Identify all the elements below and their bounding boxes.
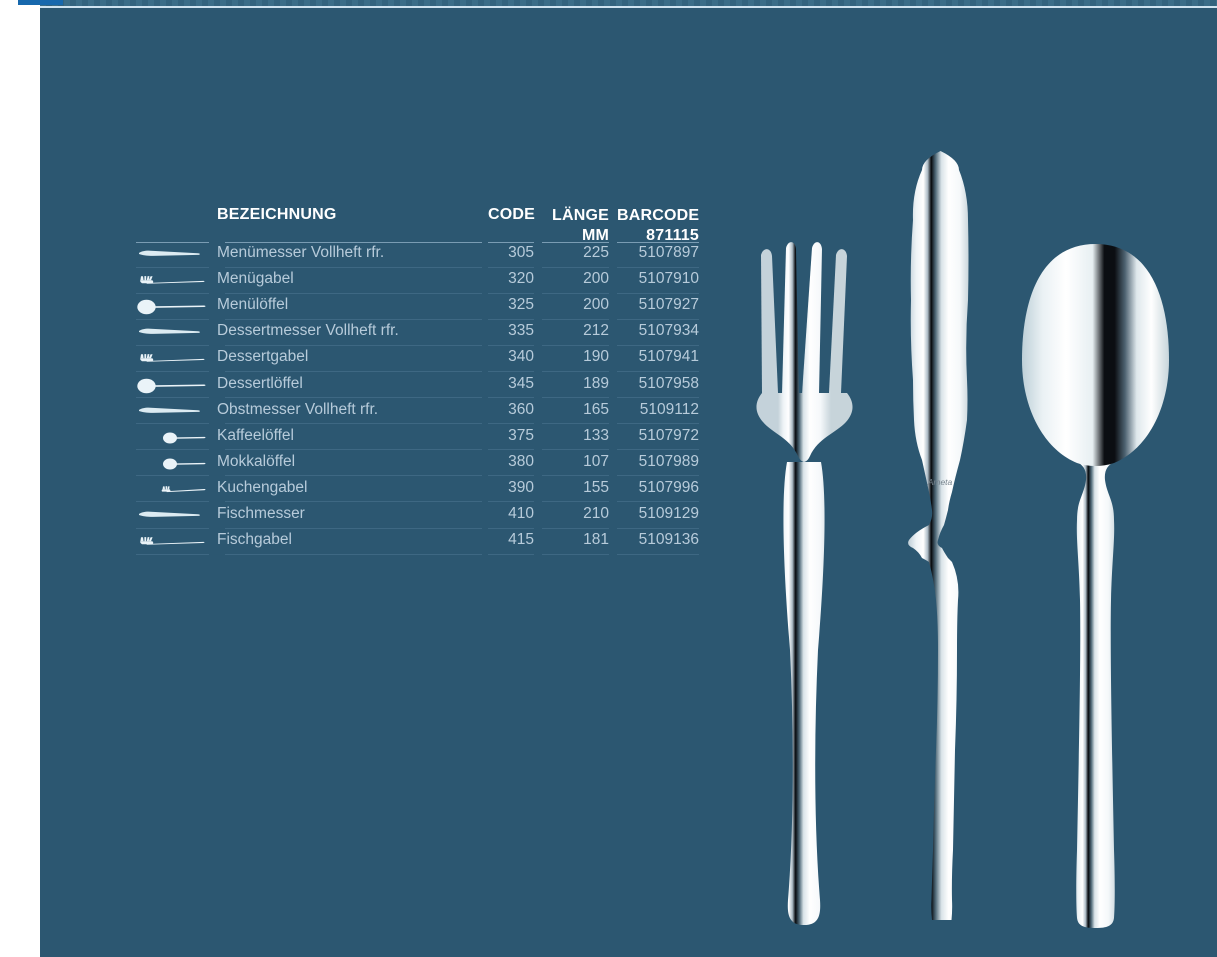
svg-text:Ameta: Ameta bbox=[927, 477, 953, 487]
